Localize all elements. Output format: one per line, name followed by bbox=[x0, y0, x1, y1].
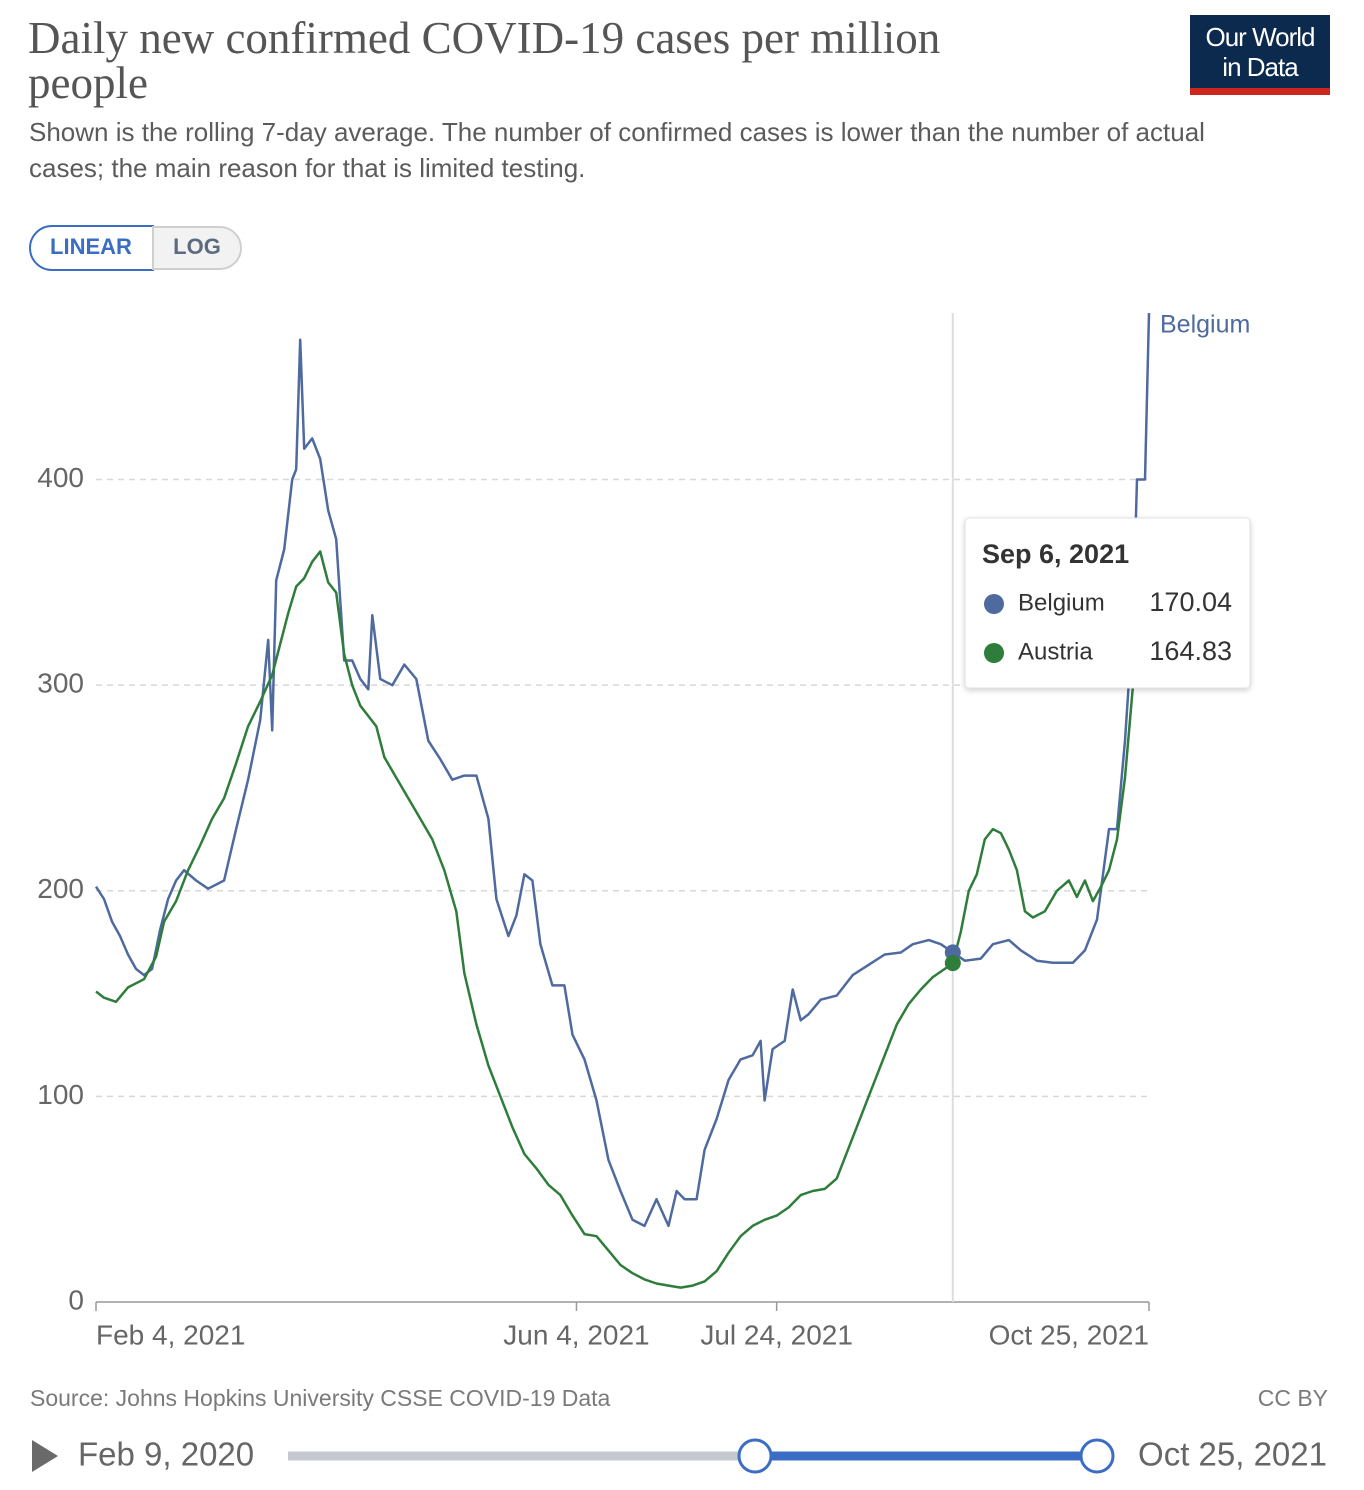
log-button[interactable] bbox=[152, 226, 243, 270]
linear-label[interactable]: LINEAR bbox=[50, 234, 132, 259]
license[interactable]: CC BY bbox=[1258, 1385, 1328, 1411]
tooltip-date: Sep 6, 2021 bbox=[982, 539, 1129, 569]
tooltip-swatch bbox=[984, 643, 1004, 663]
scale-toggle: LINEAR LOG bbox=[28, 225, 243, 271]
play-button[interactable] bbox=[32, 1440, 58, 1472]
tooltip-value: 170.04 bbox=[1149, 587, 1232, 617]
timeline-start: Feb 9, 2020 bbox=[78, 1436, 254, 1473]
chart-subtitle: Shown is the rolling 7-day average. The … bbox=[29, 117, 1205, 183]
series-line bbox=[95, 530, 1151, 1289]
logo[interactable]: Our World in Data bbox=[1190, 15, 1330, 95]
tooltip-value: 164.83 bbox=[1149, 636, 1232, 666]
logo-box bbox=[1190, 15, 1330, 91]
y-tick-label: 0 bbox=[68, 1284, 84, 1315]
tooltip-swatch bbox=[984, 594, 1004, 614]
timeline: Feb 9, 2020 Oct 25, 2021 bbox=[32, 1436, 1327, 1474]
x-tick-label: Jun 4, 2021 bbox=[503, 1319, 649, 1350]
plot-area: 0 100 200 300 400 Feb 4, 2021 Jun 4, 2021 Jul 2… bbox=[37, 311, 1251, 1350]
hover-dot bbox=[944, 955, 961, 972]
y-tick-label: 100 bbox=[37, 1079, 84, 1110]
source[interactable]: Source: Johns Hopkins University CSSE CO… bbox=[30, 1385, 611, 1411]
timeline-handle[interactable] bbox=[737, 1438, 773, 1474]
series-line bbox=[94, 312, 1151, 1228]
logo-text: in Data bbox=[1222, 52, 1299, 82]
y-tick-label: 400 bbox=[37, 462, 84, 493]
x-tick-label: Feb 4, 2021 bbox=[96, 1319, 245, 1350]
logo-bar bbox=[1190, 88, 1330, 95]
log-label[interactable]: LOG bbox=[173, 234, 221, 259]
linear-button[interactable] bbox=[28, 225, 154, 271]
tooltip-name: Austria bbox=[1018, 638, 1093, 665]
tooltip-box bbox=[964, 517, 1251, 689]
y-tick-label: 200 bbox=[37, 873, 84, 904]
tooltip-name: Belgium bbox=[1018, 589, 1105, 616]
timeline-handle[interactable] bbox=[1079, 1438, 1115, 1474]
chart-title: Daily new confirmed COVID-19 cases per m… bbox=[28, 13, 941, 108]
x-tick-label: Jul 24, 2021 bbox=[700, 1319, 853, 1350]
tooltip: Sep 6, 2021 Belgium 170.04 Austria 164.83 bbox=[964, 517, 1251, 689]
timeline-end: Oct 25, 2021 bbox=[1138, 1436, 1327, 1473]
y-tick-label: 300 bbox=[37, 668, 84, 699]
x-tick-label: Oct 25, 2021 bbox=[989, 1319, 1149, 1350]
series-end-label: Belgium bbox=[1160, 311, 1250, 339]
logo-text: Our World bbox=[1206, 22, 1315, 52]
